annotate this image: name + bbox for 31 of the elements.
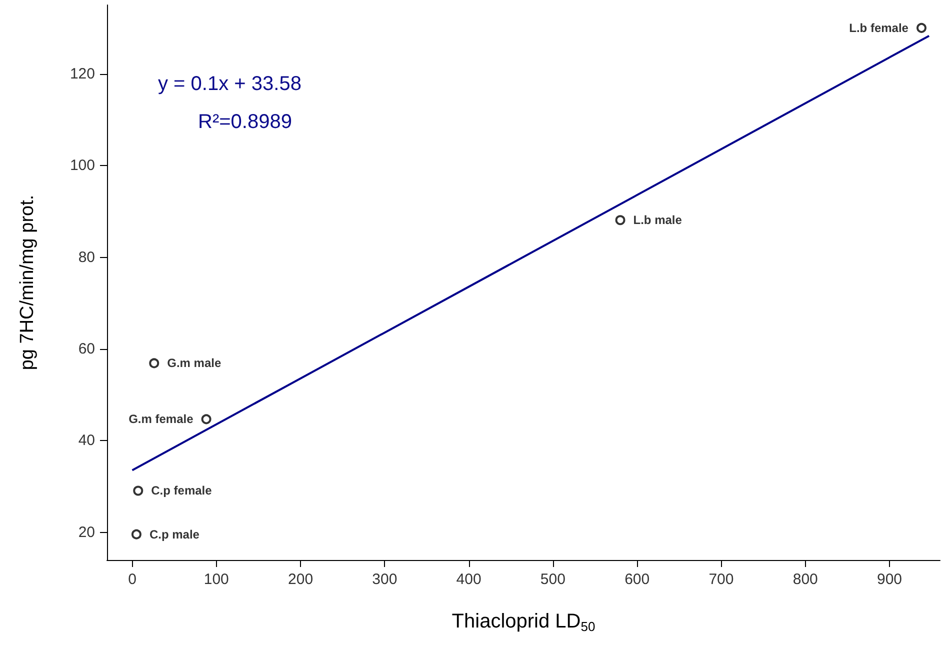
y-tick-label: 100 (70, 157, 95, 174)
x-tick-label: 200 (288, 571, 314, 588)
series-label: G.m male (167, 356, 222, 370)
point (201, 414, 212, 424)
y-tick-label: 40 (78, 432, 95, 450)
series-label: G.m female (128, 412, 194, 426)
y-tick-label: 60 (78, 340, 95, 358)
x-tick-label: 400 (456, 571, 482, 588)
point (916, 22, 926, 33)
series-label: L.b male (633, 213, 682, 228)
x-tick-label: 300 (372, 571, 398, 588)
y-tick-label: 80 (78, 248, 95, 266)
point (131, 529, 142, 540)
x-tick-label: 900 (877, 571, 902, 588)
annotation: y = 0.1x + 33.58 (158, 73, 302, 95)
x-tick-label: 0 (128, 571, 136, 588)
x-tick-label: 800 (792, 571, 818, 588)
series-label: C.p female (151, 484, 212, 498)
point (149, 358, 160, 368)
y-tick-label: 120 (70, 65, 95, 82)
x-tick-label: 600 (624, 571, 650, 588)
y-tick-label: 20 (78, 524, 95, 541)
y-axis-title: pg 7HC/min/mg prot. (17, 194, 38, 370)
point (133, 486, 144, 496)
x-tick-label: 100 (204, 571, 229, 588)
point (615, 215, 626, 226)
series-label: L.b female (849, 20, 909, 35)
annotation: R²=0.8989 (198, 111, 292, 133)
x-tick-label: 700 (708, 571, 734, 588)
x-tick-label: 500 (540, 571, 566, 588)
series-label: C.p male (149, 527, 200, 542)
